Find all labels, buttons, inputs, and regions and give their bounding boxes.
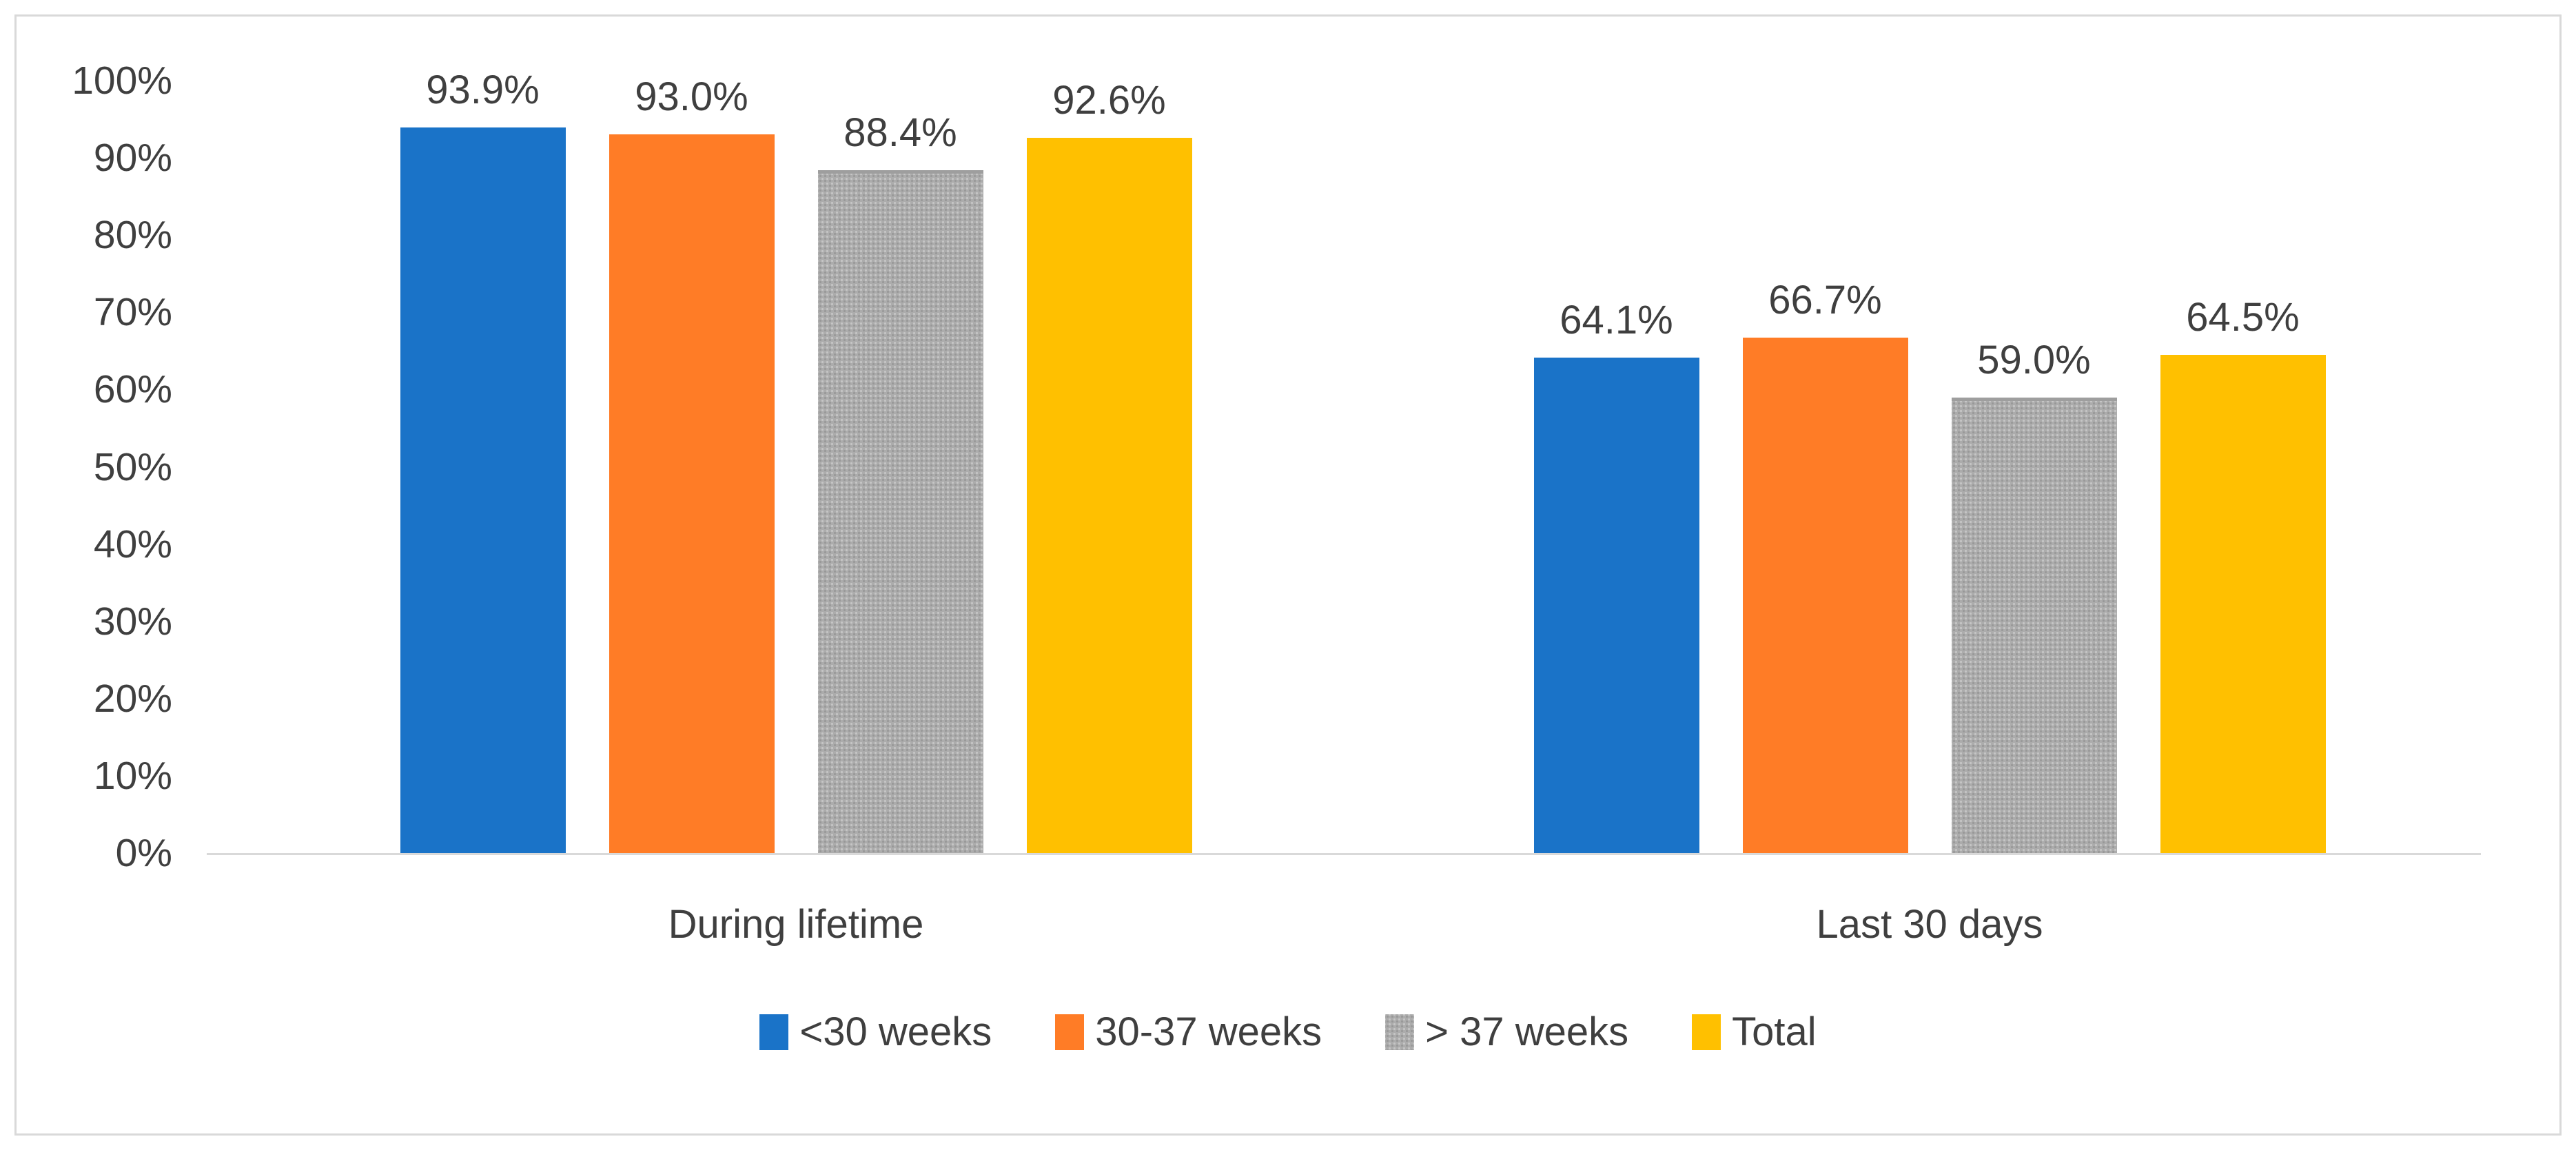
legend-item: <30 weeks — [759, 1012, 992, 1053]
bar-cell: 59.0% — [1951, 339, 2117, 853]
data-label: 88.4% — [844, 110, 957, 156]
y-axis-tick-label: 80% — [93, 213, 172, 258]
legend-swatch — [1055, 1014, 1085, 1050]
y-axis-tick-label: 30% — [93, 599, 172, 644]
legend-item: 30-37 weeks — [1055, 1012, 1322, 1053]
y-axis-tick-label: 50% — [93, 444, 172, 489]
y-axis-tick-label: 0% — [115, 831, 172, 875]
legend-swatch — [759, 1014, 789, 1050]
bar — [609, 134, 775, 853]
y-axis-tick-label: 60% — [93, 367, 172, 412]
legend-item: > 37 weeks — [1385, 1012, 1628, 1053]
y-axis-tick-label: 70% — [93, 290, 172, 335]
bar-cell: 93.0% — [609, 76, 775, 853]
x-axis-line — [207, 853, 2481, 855]
data-label: 93.0% — [635, 74, 748, 120]
bar-cell: 66.7% — [1742, 280, 1908, 853]
data-label: 93.9% — [426, 68, 540, 113]
plot-area: 93.9% 93.0% 88.4% 92.6% 64.1% 66.7% 59.0% 64.5% — [200, 70, 2502, 855]
data-label: 64.1% — [1560, 298, 1673, 343]
data-label: 92.6% — [1052, 77, 1166, 123]
data-label: 64.5% — [2186, 294, 2300, 340]
data-label: 66.7% — [1768, 278, 1882, 323]
bar-cell: 64.5% — [2160, 296, 2326, 853]
legend-swatch — [1692, 1014, 1721, 1050]
bar-cell: 64.1% — [1533, 300, 1699, 853]
bar — [817, 170, 983, 853]
legend-label: <30 weeks — [799, 1009, 992, 1054]
bar — [400, 127, 566, 853]
bar — [1026, 137, 1192, 853]
bar-group: 93.9% 93.0% 88.4% 92.6% — [400, 70, 1192, 853]
bar — [2160, 354, 2326, 853]
bar-cell: 88.4% — [817, 112, 983, 853]
legend-item: Total — [1692, 1012, 1817, 1053]
data-label: 59.0% — [1977, 337, 2091, 382]
bar — [1951, 397, 2117, 853]
bar — [1742, 338, 1908, 853]
legend: <30 weeks 30-37 weeks > 37 weeks Total — [0, 1012, 2576, 1053]
y-axis-tick-label: 90% — [93, 136, 172, 181]
bar-cell: 92.6% — [1026, 79, 1192, 853]
legend-label: Total — [1732, 1009, 1817, 1054]
legend-swatch — [1385, 1014, 1415, 1050]
legend-label: > 37 weeks — [1425, 1009, 1629, 1054]
y-axis-tick-label: 10% — [93, 753, 172, 798]
legend-label: 30-37 weeks — [1095, 1009, 1322, 1054]
bar-group: 64.1% 66.7% 59.0% 64.5% — [1533, 280, 2326, 853]
category-label: During lifetime — [668, 902, 924, 947]
y-axis-tick-label: 20% — [93, 676, 172, 721]
category-label: Last 30 days — [1816, 902, 2043, 947]
y-axis-tick-label: 40% — [93, 522, 172, 566]
bar — [1533, 358, 1699, 853]
y-axis-tick-label: 100% — [72, 59, 172, 103]
bar-cell: 93.9% — [400, 70, 566, 853]
